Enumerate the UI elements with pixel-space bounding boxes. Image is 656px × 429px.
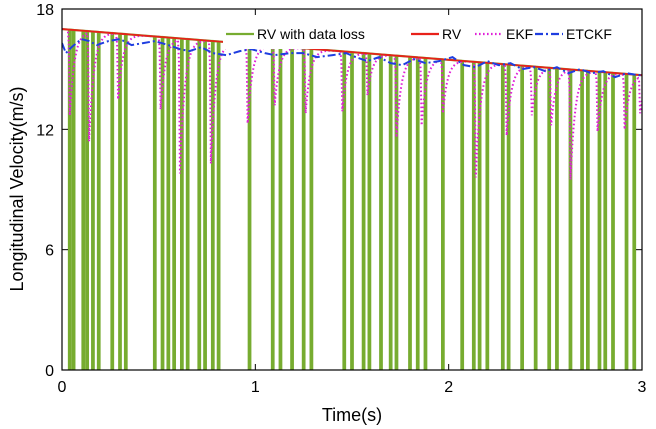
x-tick-label: 3 (638, 379, 647, 396)
y-axis: 0 6 12 18 (36, 2, 642, 380)
x-axis-label: Time(s) (322, 405, 382, 425)
legend-label: RV with data loss (257, 26, 365, 42)
legend-label: EKF (506, 26, 533, 42)
axes-box (61, 8, 643, 371)
y-axis-label: Longitudinal Velocity(m/s) (7, 86, 27, 291)
series-layer (62, 27, 642, 370)
legend: RV with data loss RV EKF ETCKF (223, 19, 640, 49)
x-tick-label: 2 (444, 379, 453, 396)
y-tick-label: 12 (36, 122, 54, 139)
legend-label: ETCKF (566, 26, 612, 42)
legend-label: RV (442, 26, 462, 42)
x-axis: 0 1 2 3 (58, 9, 647, 396)
y-tick-label: 0 (45, 363, 54, 380)
x-tick-label: 1 (251, 379, 260, 396)
series-rv (62, 28, 642, 77)
x-tick-label: 0 (58, 379, 67, 396)
series-etckf (62, 37, 642, 79)
y-tick-label: 6 (45, 243, 54, 260)
y-tick-label: 18 (36, 2, 54, 19)
